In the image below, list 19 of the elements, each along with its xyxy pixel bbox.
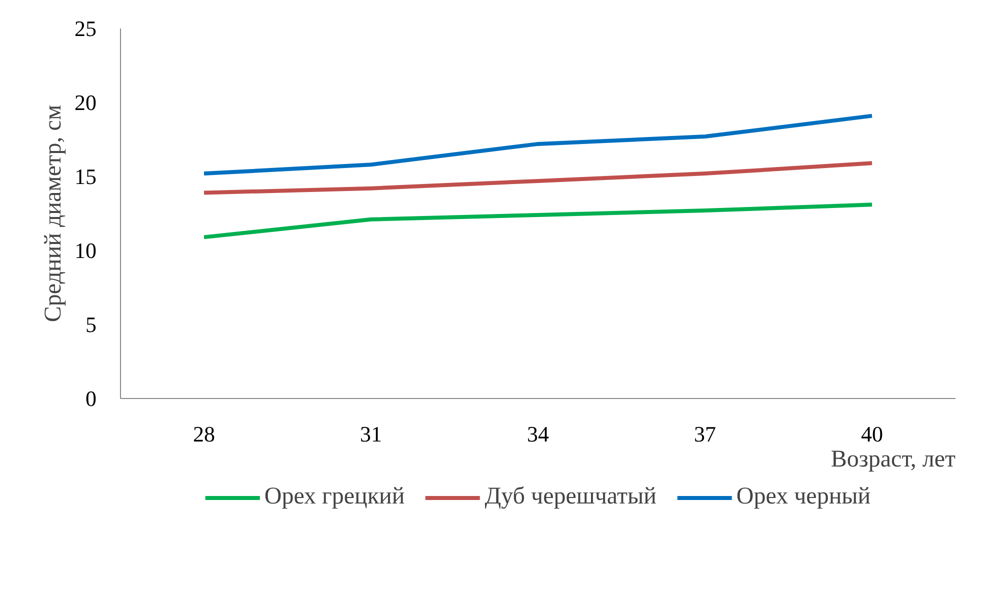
y-tick-label: 10 — [74, 238, 96, 263]
y-axis-title: Средний диаметр, см — [40, 104, 66, 322]
x-axis-title: Возраст, лет — [830, 446, 956, 472]
x-tick-label: 31 — [360, 422, 382, 446]
legend-label: Орех грецкий — [264, 484, 405, 510]
line-series — [202, 114, 874, 176]
y-tick-label: 20 — [74, 90, 96, 115]
x-tick-label: 28 — [193, 422, 215, 446]
legend-label: Орех черный — [736, 484, 871, 510]
y-tick-label: 0 — [86, 386, 96, 411]
y-tick-label: 5 — [86, 312, 96, 337]
line-series — [202, 161, 874, 195]
y-tick-label: 25 — [74, 16, 96, 41]
x-tick-label: 40 — [861, 422, 883, 446]
x-tick-label: 34 — [527, 422, 549, 446]
legend-label: Дуб черешчатый — [484, 484, 656, 510]
line-series — [202, 202, 874, 240]
x-tick-label: 37 — [694, 422, 716, 446]
y-tick-label: 15 — [74, 164, 96, 189]
